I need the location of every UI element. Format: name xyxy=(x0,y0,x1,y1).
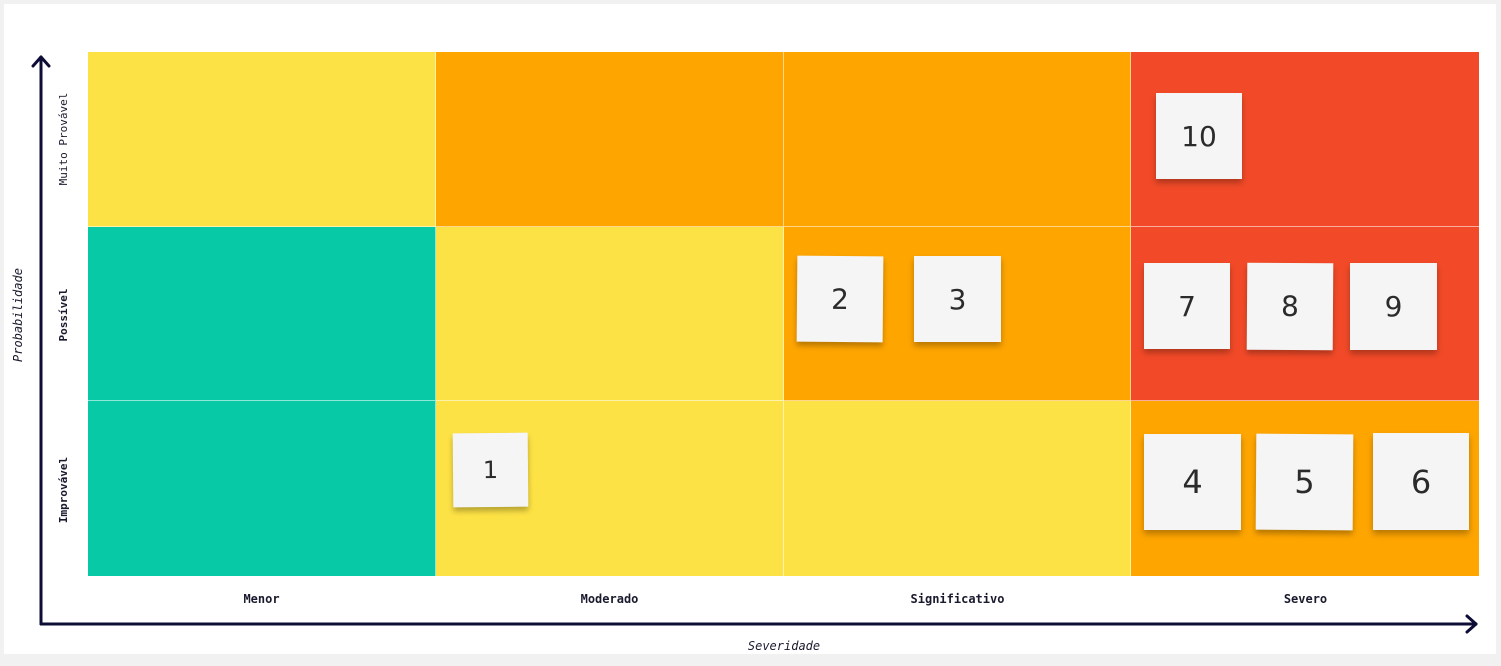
sticky-note[interactable]: 2 xyxy=(796,255,884,343)
x-level-moderado: Moderado xyxy=(580,592,639,606)
x-level-menor: Menor xyxy=(243,592,280,606)
x-axis-arrow-icon xyxy=(1465,614,1478,634)
sticky-note[interactable]: 3 xyxy=(914,256,1001,342)
sticky-note[interactable]: 6 xyxy=(1373,433,1469,530)
sticky-note[interactable]: 1 xyxy=(452,432,529,508)
cell-r2-c0 xyxy=(88,401,436,576)
cell-r2-c2 xyxy=(783,401,1132,576)
y-level-improvavel: Improvável xyxy=(57,456,70,524)
x-level-significativo: Significativo xyxy=(910,592,1005,606)
y-axis-arrow-icon xyxy=(31,55,51,68)
x-level-severo: Severo xyxy=(1283,592,1328,606)
x-axis-title: Severidade xyxy=(747,639,821,653)
y-level-muito-provavel: Muito Provável xyxy=(57,92,70,186)
cell-r0-c0 xyxy=(88,52,436,227)
y-axis-title: Probabilidade xyxy=(11,268,25,362)
cell-r0-c1 xyxy=(435,52,784,227)
sticky-note[interactable]: 7 xyxy=(1144,263,1230,349)
y-level-possivel: Possível xyxy=(57,288,70,342)
sticky-note[interactable]: 8 xyxy=(1246,262,1334,351)
cell-r0-c2 xyxy=(783,52,1132,227)
sticky-note[interactable]: 10 xyxy=(1156,93,1242,179)
sticky-note[interactable]: 9 xyxy=(1350,263,1437,350)
cell-r1-c0 xyxy=(88,226,436,402)
sticky-note[interactable]: 5 xyxy=(1255,433,1354,531)
cell-r1-c1 xyxy=(435,226,784,402)
sticky-note[interactable]: 4 xyxy=(1144,434,1241,530)
